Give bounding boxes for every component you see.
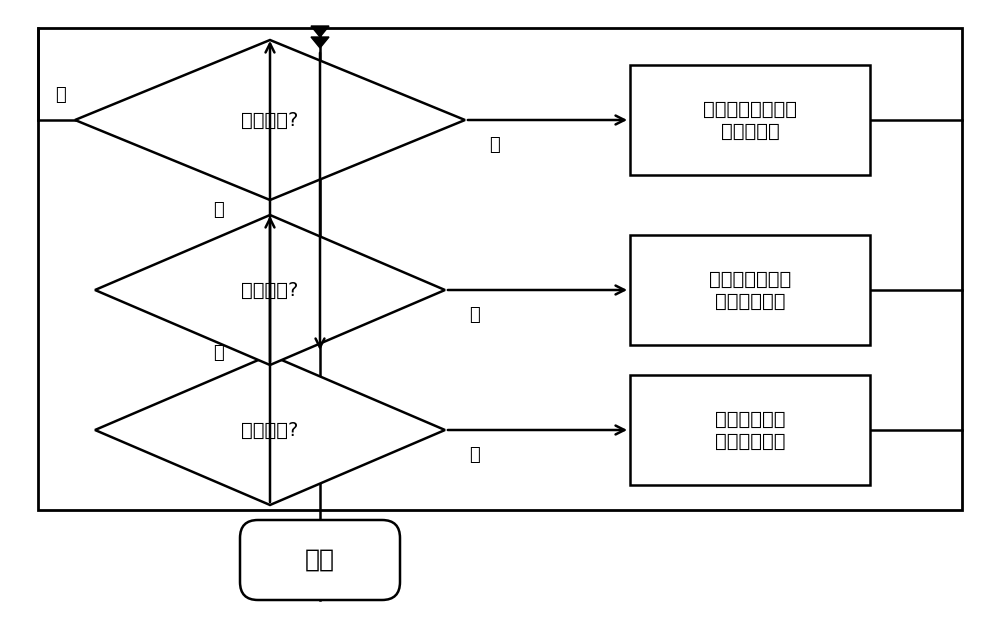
Polygon shape	[95, 355, 445, 505]
Text: 否: 否	[213, 344, 223, 362]
Text: 一级调试?: 一级调试?	[241, 421, 299, 440]
Text: 二级调试?: 二级调试?	[241, 281, 299, 300]
Polygon shape	[95, 215, 445, 365]
Polygon shape	[311, 26, 329, 37]
Text: 开始: 开始	[305, 548, 335, 572]
Text: 记录本任务分支
函数运行日志: 记录本任务分支 函数运行日志	[709, 269, 791, 310]
Bar	[630, 235, 870, 345]
Text: 是: 是	[470, 446, 480, 464]
Text: 否: 否	[213, 201, 223, 219]
Text: 三级调试?: 三级调试?	[241, 111, 299, 129]
Text: 记录本任务单元函
数运行日志: 记录本任务单元函 数运行日志	[703, 99, 797, 141]
Text: 是: 是	[490, 136, 500, 154]
Text: 是: 是	[470, 306, 480, 324]
FancyBboxPatch shape	[240, 520, 400, 600]
Polygon shape	[75, 40, 465, 200]
Text: 否: 否	[55, 86, 65, 104]
Text: 记录本任务主
函数运行日志: 记录本任务主 函数运行日志	[715, 409, 785, 450]
Bar	[630, 375, 870, 485]
Polygon shape	[311, 37, 329, 48]
Bar	[38, 28, 962, 510]
Bar	[630, 65, 870, 175]
